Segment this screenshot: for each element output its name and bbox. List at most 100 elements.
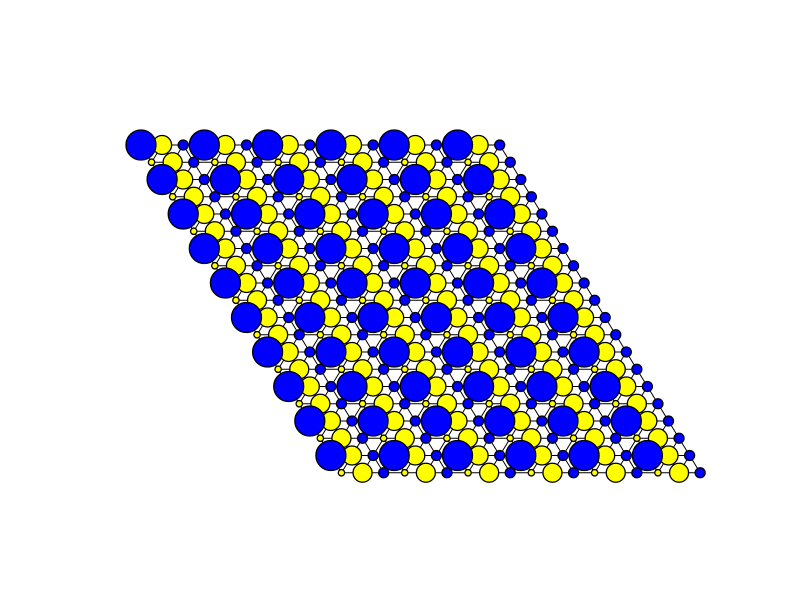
yellow-atom [464, 468, 472, 477]
blue-atom [484, 198, 516, 230]
blue-atom [462, 370, 495, 403]
blue-atom [451, 173, 464, 186]
blue-atom [673, 432, 685, 444]
blue-atom [357, 198, 389, 230]
yellow-atom [464, 158, 472, 167]
blue-atom [335, 191, 348, 203]
blue-atom [388, 173, 400, 186]
blue-atom [504, 156, 516, 168]
blue-atom [356, 329, 369, 341]
blue-atom [662, 415, 675, 427]
blue-atom [377, 363, 390, 375]
yellow-atom [506, 330, 515, 339]
blue-atom [251, 129, 284, 161]
blue-atom [251, 156, 263, 168]
yellow-atom [379, 434, 388, 443]
blue-atom [610, 329, 622, 341]
blue-atom [209, 191, 221, 203]
blue-atom [589, 370, 621, 403]
yellow-atom [478, 462, 500, 483]
blue-atom [589, 398, 601, 410]
blue-atom [441, 129, 474, 161]
blue-atom [620, 449, 632, 462]
blue-atom [325, 277, 337, 289]
yellow-atom [590, 365, 599, 374]
blue-atom [430, 346, 443, 358]
blue-atom [367, 346, 379, 358]
yellow-atom [358, 296, 367, 305]
yellow-atom [253, 330, 261, 339]
blue-atom [273, 267, 305, 299]
blue-atom [273, 163, 305, 196]
blue-atom [568, 336, 600, 368]
blue-atom [462, 191, 474, 203]
blue-atom [515, 380, 527, 393]
blue-atom [599, 415, 611, 427]
blue-atom [536, 208, 548, 220]
yellow-atom [274, 158, 282, 167]
blue-atom [547, 301, 579, 334]
blue-atom [367, 449, 379, 462]
blue-atom [504, 363, 516, 375]
yellow-atom [189, 227, 198, 236]
blue-atom [526, 370, 558, 403]
blue-atom [451, 277, 464, 289]
blue-atom [336, 267, 368, 299]
blue-atom [472, 415, 485, 427]
blue-atom [504, 260, 516, 272]
atom-circles [125, 129, 706, 483]
blue-atom [315, 336, 347, 368]
blue-atom [505, 336, 537, 368]
yellow-atom [337, 158, 346, 167]
blue-atom [430, 449, 443, 462]
blue-atom [314, 363, 327, 375]
blue-atom [515, 173, 527, 186]
blue-atom [377, 260, 390, 272]
blue-atom [304, 346, 316, 358]
blue-atom [631, 467, 643, 479]
blue-atom [251, 336, 284, 368]
blue-atom [525, 294, 537, 306]
blue-atom [399, 370, 431, 403]
yellow-atom [527, 365, 536, 374]
blue-atom [567, 260, 580, 272]
blue-atom [146, 163, 178, 196]
blue-atom [484, 405, 516, 437]
blue-atom [272, 191, 284, 203]
blue-atom [610, 405, 642, 437]
blue-atom [546, 329, 559, 341]
blue-atom [304, 139, 316, 151]
blue-atom [631, 439, 664, 472]
yellow-atom [548, 296, 557, 305]
blue-atom [251, 260, 263, 272]
blue-atom [462, 398, 474, 410]
yellow-atom [527, 468, 536, 477]
blue-atom [272, 294, 284, 306]
blue-atom [273, 370, 305, 403]
blue-atom [483, 329, 495, 341]
blue-atom [251, 232, 284, 265]
yellow-atom [316, 227, 325, 236]
blue-atom [694, 467, 706, 479]
yellow-atom [358, 192, 367, 201]
blue-atom [240, 139, 253, 151]
blue-atom [356, 225, 369, 237]
yellow-atom [590, 468, 599, 477]
blue-atom [610, 432, 622, 444]
blue-atom [357, 405, 389, 437]
blue-atom [567, 363, 580, 375]
blue-atom [357, 301, 389, 334]
blue-atom [451, 380, 464, 393]
blue-atom [483, 225, 495, 237]
blue-atom [378, 439, 410, 472]
blue-atom [620, 346, 632, 358]
yellow-atom [352, 462, 373, 483]
blue-atom [378, 336, 410, 368]
blue-atom [505, 439, 537, 472]
blue-atom [505, 232, 537, 265]
yellow-atom [485, 399, 493, 408]
blue-atom [441, 467, 453, 479]
blue-atom [230, 301, 263, 334]
blue-atom [294, 405, 326, 437]
blue-atom [293, 225, 305, 237]
